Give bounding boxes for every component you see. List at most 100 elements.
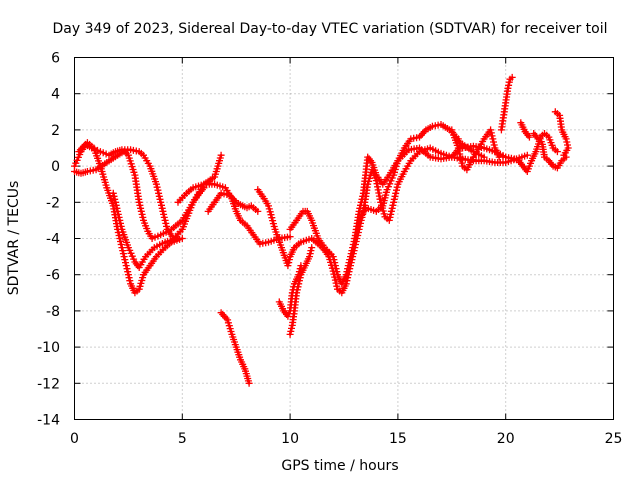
data-point [307,247,315,255]
data-point [126,277,134,285]
data-point [490,138,497,146]
data-point [390,198,398,206]
data-point [293,286,301,294]
data-point [350,247,358,255]
data-point [156,195,164,203]
data-point [385,216,393,224]
data-point [306,250,314,258]
data-point [121,256,129,264]
data-point [359,192,367,200]
data-point [116,216,124,224]
data-point [115,232,123,239]
data-point [267,211,275,219]
x-tick-labels: 0 5 10 15 20 25 [70,431,622,447]
data-point [286,330,294,338]
data-point [331,276,339,284]
data-point [117,241,125,248]
data-point [349,253,357,261]
data-point [455,147,463,155]
data-point [563,138,571,146]
data-point [112,201,120,209]
data-point [489,135,497,143]
data-point [308,244,316,252]
data-point [376,195,384,203]
data-point [269,217,277,225]
data-point [389,201,397,209]
data-point [329,267,337,275]
data-point [115,213,123,221]
data-point [160,210,168,218]
data-point [346,265,354,273]
data-point [286,233,294,241]
data-point [393,186,400,194]
data-point [284,262,292,270]
data-point [265,202,272,210]
data-point [564,141,571,149]
data-point [342,280,350,288]
data-point [285,256,293,264]
data-point [109,189,117,197]
data-series [551,108,572,159]
data-point [487,129,495,137]
data-point [356,204,364,212]
data-point [344,274,352,282]
y-tick-label: -6 [46,268,60,284]
data-point [456,153,464,161]
data-point [137,204,145,212]
data-point [456,150,464,158]
data-point [306,253,313,261]
chart-title: Day 349 of 2023, Sidereal Day-to-day VTE… [52,21,607,37]
data-point [344,271,352,279]
data-point [157,198,165,206]
data-point [287,327,295,335]
data-point [120,253,128,261]
y-tick-label: 6 [51,51,60,67]
data-series [217,309,253,387]
data-point [508,73,516,81]
data-point [139,213,147,221]
data-point [391,192,399,200]
data-point [118,244,126,252]
data-point [295,280,303,288]
data-point [285,259,293,267]
x-axis-label: GPS time / hours [281,458,398,474]
data-point [174,235,182,242]
data-point [293,289,301,297]
data-point [357,198,365,206]
data-point [159,207,167,215]
data-point [333,282,341,290]
data-point [352,238,360,245]
data-point [137,207,145,215]
data-point [288,324,295,332]
data-point [158,204,166,212]
data-point [349,250,357,258]
series-trace [321,146,529,295]
data-point [392,189,400,197]
data-point [505,81,513,89]
data-point [343,277,351,285]
y-tick-label: -12 [37,376,60,392]
data-series [286,244,316,338]
data-point [331,273,339,281]
data-series [497,73,516,134]
data-point [505,78,513,86]
data-point [152,180,160,188]
y-tick-label: -14 [37,413,60,429]
data-point [158,201,165,209]
data-point [458,159,466,167]
data-series [351,140,488,242]
data-point [117,238,124,245]
data-point [117,222,125,230]
data-series [318,144,531,297]
data-point [488,132,496,140]
data-point [387,207,395,215]
data-point [114,210,122,218]
data-point [345,268,353,276]
data-point [357,201,364,209]
data-point [295,277,303,285]
data-point [119,247,127,255]
data-point [358,195,366,203]
data-series [530,130,561,156]
axis-ticks [74,57,614,420]
y-tick-labels: 6 4 2 0 -2 -4 -6 -8 -10 -12 -14 [37,51,60,429]
